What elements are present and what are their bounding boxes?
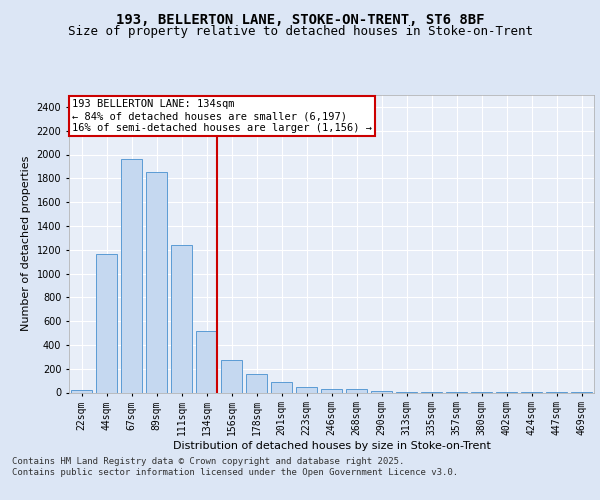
Text: Size of property relative to detached houses in Stoke-on-Trent: Size of property relative to detached ho… [67,25,533,38]
Bar [271,382,292,392]
Bar [146,172,167,392]
X-axis label: Distribution of detached houses by size in Stoke-on-Trent: Distribution of detached houses by size … [173,441,490,451]
Y-axis label: Number of detached properties: Number of detached properties [21,156,31,332]
Bar [121,160,142,392]
Bar [296,386,317,392]
Text: Contains HM Land Registry data © Crown copyright and database right 2025.
Contai: Contains HM Land Registry data © Crown c… [12,458,458,477]
Bar [196,331,217,392]
Bar [221,360,242,392]
Text: 193 BELLERTON LANE: 134sqm
← 84% of detached houses are smaller (6,197)
16% of s: 193 BELLERTON LANE: 134sqm ← 84% of deta… [71,100,371,132]
Bar [346,389,367,392]
Bar [246,374,267,392]
Bar [321,388,342,392]
Bar [71,390,92,392]
Bar [96,254,117,392]
Bar [171,245,192,392]
Text: 193, BELLERTON LANE, STOKE-ON-TRENT, ST6 8BF: 193, BELLERTON LANE, STOKE-ON-TRENT, ST6… [116,12,484,26]
